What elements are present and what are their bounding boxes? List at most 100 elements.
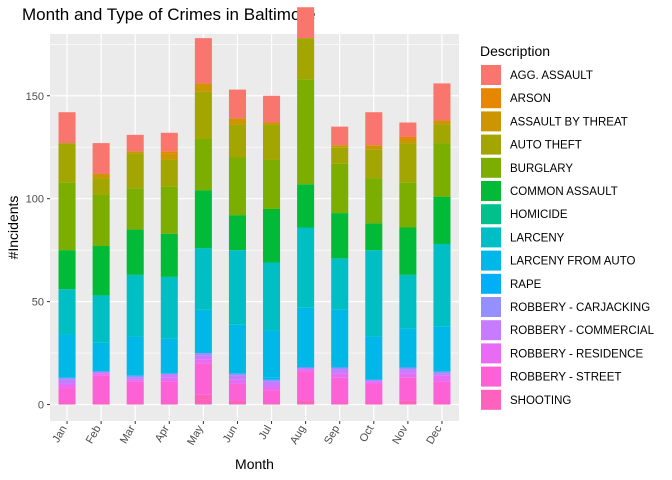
bar-stack-oct [365,112,383,405]
bar-segment-shooting [92,402,110,405]
bar-segment-robbery-residence [58,383,76,389]
bar-segment-robbery-commercial [399,369,417,374]
bar-segment-assault-by-threat [263,122,281,125]
bar-segment-assault-by-threat [194,83,212,92]
bar-segment-shooting [399,400,417,405]
bar-segment-assault-by-threat [331,145,349,148]
bar-stack-jun [228,89,246,405]
legend-swatch [481,389,501,410]
legend-swatch [481,157,501,178]
bar-segment-larceny [58,289,76,335]
bar-segment-robbery-street [160,381,178,403]
x-axis-title: Month [235,456,274,472]
legend-title: Description [480,43,550,59]
bar-segment-robbery-commercial [194,355,212,360]
legend-item: LARCENY [481,227,565,248]
bar-segment-common-assault [399,227,417,275]
legend-item: ROBBERY - RESIDENCE [481,343,643,364]
bar-stack-may [194,38,212,405]
bar-segment-agg-assault [160,132,178,152]
bar-segment-larceny-from-auto [126,336,144,376]
bar-segment-agg-assault [92,143,110,174]
bar-segment-auto-theft [160,159,178,187]
legend-swatch [481,65,501,85]
x-tick-label: Apr [153,423,172,444]
x-tick-label: Nov [390,423,410,446]
bar-segment-larceny [263,262,281,331]
bar-segment-robbery-street [365,383,383,403]
legend-label: COMMON ASSAULT [510,186,618,198]
legend-label: ASSAULT BY THREAT [510,116,628,128]
bar-stack-mar [126,134,144,405]
bar-segment-shooting [126,402,144,405]
bar-segment-larceny-from-auto [194,309,212,354]
legend-label: ARSON [510,93,551,105]
x-tick-label: Jun [221,424,240,445]
legend: Description AGG. ASSAULT ARSON ASSAULT BY … [480,43,655,410]
minor-gridlines [50,43,459,354]
bar-segment-auto-theft [399,143,417,183]
legend-item: AGG. ASSAULT [481,65,593,85]
bar-stack-feb [92,143,110,405]
bar-segment-common-assault [160,233,178,277]
bar-segment-larceny [331,258,349,310]
bar-segment-assault-by-threat [433,120,451,125]
bar-segment-agg-assault [228,89,246,119]
bar-segment-robbery-commercial [433,373,451,376]
legend-item: ROBBERY - CARJACKING [481,297,650,317]
bar-segment-larceny [433,243,451,327]
legend-item: ARSON [481,88,551,109]
x-tick-label: Feb [84,424,104,446]
legend-swatch [481,134,501,155]
bar-segment-common-assault [92,246,110,296]
bar-segment-arson [399,136,417,139]
bar-segment-robbery-residence [399,373,417,378]
bar-segment-robbery-commercial [92,371,110,374]
bar-segment-robbery-commercial [160,373,178,378]
bar-segment-robbery-carjacking [126,375,144,378]
bar-segment-larceny-from-auto [297,307,315,368]
bar-segment-larceny [92,295,110,343]
bar-stack-jul [263,95,281,405]
x-tick-label: Oct [357,424,376,445]
bar-segment-shooting [194,394,212,405]
legend-swatch [481,297,501,317]
legend-swatch [481,320,501,341]
bar-segment-assault-by-threat [126,151,144,154]
bar-segment-robbery-carjacking [263,379,281,382]
y-tick-label: 100 [26,194,44,206]
legend-swatch [481,343,501,364]
bar-segment-common-assault [433,196,451,244]
legend-item: LARCENY FROM AUTO [481,250,636,271]
bar-segment-larceny [194,248,212,310]
bar-segment-robbery-residence [194,359,212,364]
bar-stack-jan [58,112,76,405]
bar-segment-robbery-street [194,363,212,395]
bar-segment-agg-assault [297,7,315,39]
bar-segment-agg-assault [433,83,451,121]
bar-segment-robbery-commercial [58,379,76,384]
legend-label: ROBBERY - RESIDENCE [510,348,643,360]
legend-item: AUTO THEFT [481,134,582,155]
bar-segment-auto-theft [58,143,76,183]
bar-segment-robbery-commercial [331,369,349,374]
bar-segment-burglary [365,178,383,224]
bar-segment-common-assault [58,250,76,290]
bar-segment-robbery-carjacking [58,377,76,380]
bar-segment-auto-theft [365,149,383,179]
legend-item: HOMICIDE [481,204,568,225]
bar-segment-agg-assault [263,95,281,123]
legend-item: ROBBERY - STREET [481,366,621,387]
bar-segment-larceny [297,227,315,308]
legend-swatch [481,88,501,109]
bar-segment-agg-assault [331,126,349,146]
bar-segment-arson [160,151,178,154]
bar-segment-common-assault [126,229,144,275]
bar-segment-larceny [126,274,144,337]
bar-segment-agg-assault [399,122,417,137]
bar-segment-robbery-street [399,377,417,401]
y-tick-label: 150 [26,91,44,103]
bar-stack-apr [160,132,178,405]
legend-label: ROBBERY - COMMERCIAL [510,325,655,337]
